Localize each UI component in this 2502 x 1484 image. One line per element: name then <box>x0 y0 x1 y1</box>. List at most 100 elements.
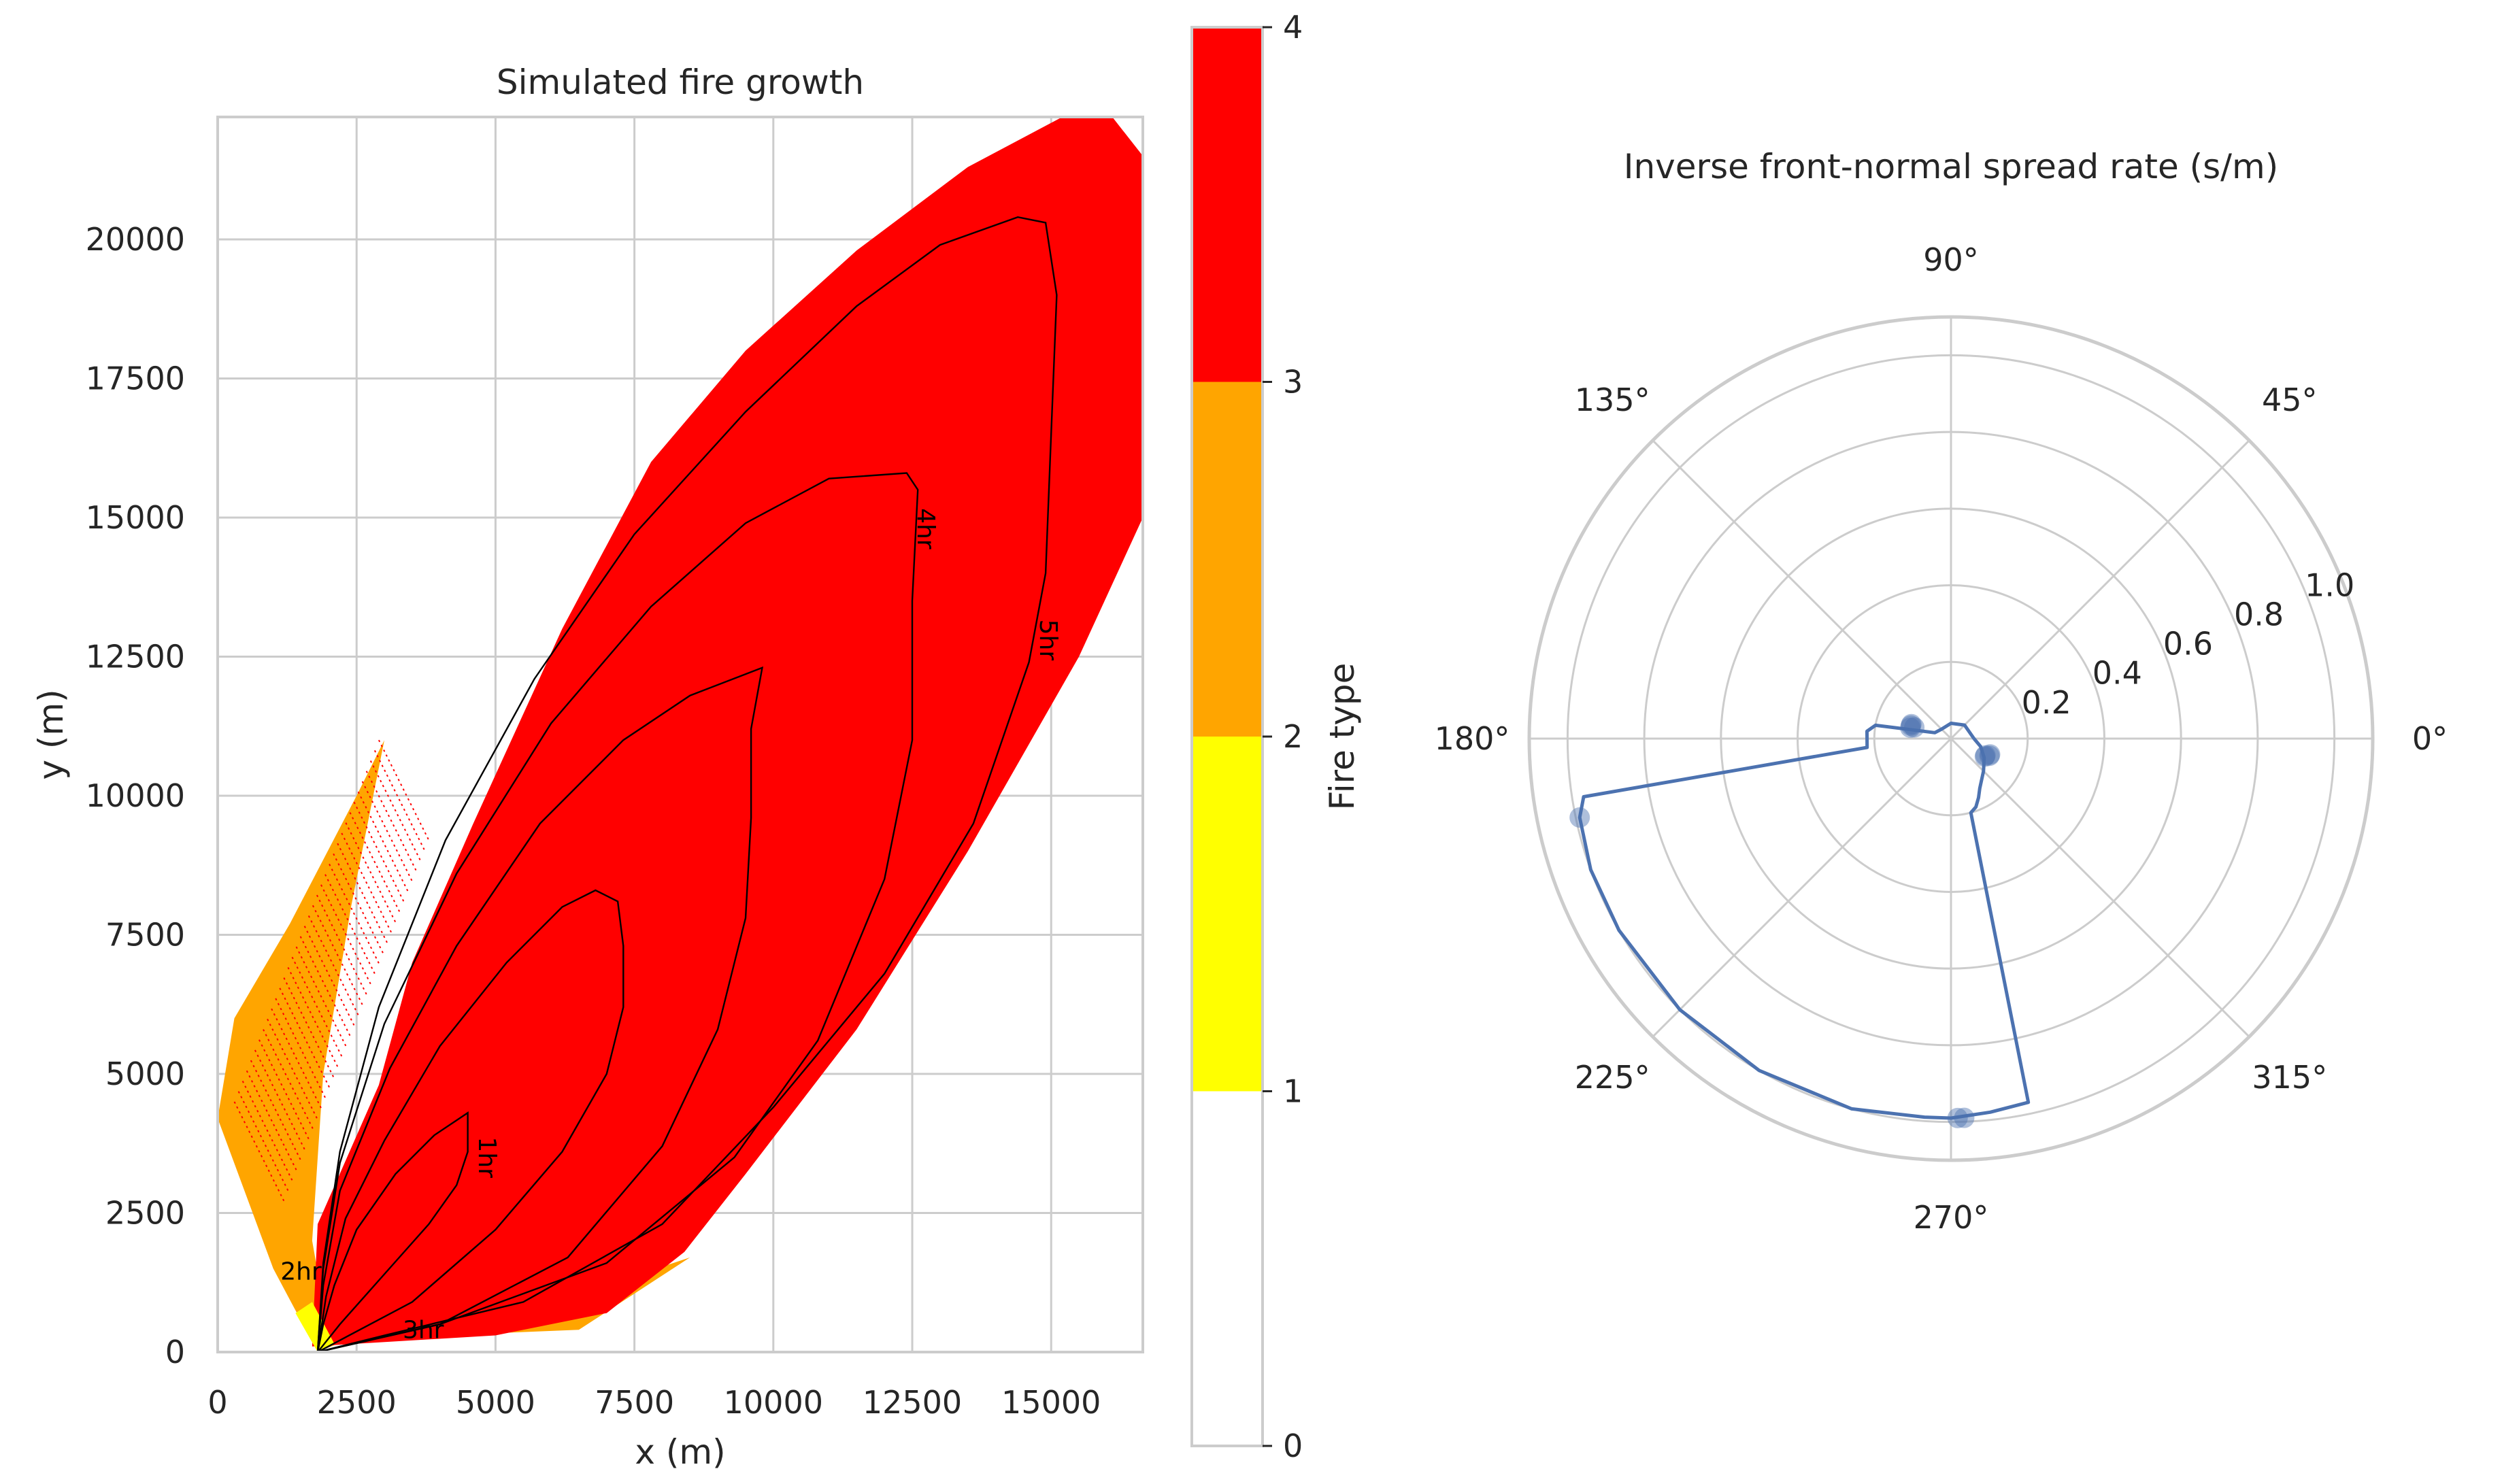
polar-r-tick-label: 0.6 <box>2163 626 2213 662</box>
spread-rate-point <box>1900 717 1921 738</box>
y-tick-label: 17500 <box>86 360 185 397</box>
polar-r-tick-label: 0.2 <box>2022 684 2071 721</box>
flank-speckle <box>357 791 409 892</box>
contour-label: 1hr <box>473 1136 501 1178</box>
flank-speckle <box>373 749 426 851</box>
flank-speckle <box>341 832 393 934</box>
colorbar-tick-label: 4 <box>1283 9 1303 46</box>
polar-theta-label: 90° <box>1923 241 1979 278</box>
contour-label: 2hr <box>280 1258 322 1286</box>
x-tick-label: 5000 <box>456 1384 535 1421</box>
polar-theta-label: 315° <box>2252 1059 2327 1096</box>
flank-speckle <box>349 812 401 913</box>
spread-rate-point <box>1975 745 1996 766</box>
y-tick-label: 5000 <box>105 1056 185 1092</box>
polar-theta-label: 45° <box>2262 382 2318 418</box>
colorbar-band <box>1192 737 1263 1092</box>
flank-speckle <box>345 822 397 924</box>
flank-speckle <box>233 1101 285 1202</box>
colorbar-bands <box>1192 27 1263 1446</box>
polar-grid <box>1527 315 2375 1162</box>
flank-speckle <box>312 905 364 1006</box>
spread-rate-point <box>1974 746 1995 767</box>
polar-theta-label: 270° <box>1914 1199 1989 1236</box>
fire-growth-ticks: 0 2500 5000 7500 10000 12500 15000 0 2500 5000 750… <box>86 221 1101 1421</box>
fire-growth-xlabel: x (m) <box>635 1432 725 1472</box>
spread-rate-polar-panel: Inverse front-normal spread rate (s/m) 0… <box>1435 147 2448 1236</box>
x-tick-label: 10000 <box>724 1384 823 1421</box>
flank-speckle <box>329 864 380 965</box>
polar-angular-gridline <box>1652 737 1952 1038</box>
fire-growth-frame <box>216 116 1144 1353</box>
polar-theta-label: 180° <box>1435 720 1510 757</box>
flank-speckle <box>267 1018 318 1120</box>
y-tick-label: 20000 <box>86 221 185 258</box>
colorbar-band <box>1192 27 1263 382</box>
flank-speckle <box>241 1081 294 1182</box>
polar-r-tick-label: 0.8 <box>2234 596 2284 633</box>
polar-data <box>1569 713 2031 1128</box>
contour-3hr <box>316 666 764 1352</box>
polar-theta-label: 225° <box>1575 1059 1650 1096</box>
polar-angular-gridline <box>1652 439 1952 740</box>
polar-r-tick-label: 1.0 <box>2305 567 2354 603</box>
polar-outer-frame <box>1527 315 2375 1162</box>
contour-2hr <box>316 889 624 1352</box>
spread-rate-point <box>1954 1107 1975 1128</box>
flank-speckle <box>337 843 388 944</box>
flank-speckle <box>333 853 384 954</box>
colorbar-band <box>1192 1091 1263 1446</box>
flank-speckle <box>287 966 339 1068</box>
flank-speckle <box>271 1008 322 1109</box>
x-tick-label: 2500 <box>317 1384 397 1421</box>
flank-speckle <box>254 1049 306 1151</box>
contour-5hr <box>316 216 1058 1352</box>
contour-label: 5hr <box>1034 620 1062 661</box>
flank-speckle <box>324 874 376 975</box>
colorbar-tick-label: 1 <box>1283 1073 1303 1110</box>
flank-speckle <box>237 1091 289 1192</box>
spread-rate-point <box>1979 745 2000 766</box>
polar-angular-gridline <box>1950 439 2250 740</box>
flank-speckle <box>275 998 327 1099</box>
spread-rate-point <box>1904 717 1925 738</box>
fire-type-regions <box>218 117 1143 1352</box>
flank-speckle <box>307 915 360 1017</box>
flank-speckle <box>299 936 351 1037</box>
flank-speckle <box>378 739 430 841</box>
flank-speckle <box>283 977 335 1079</box>
spread-rate-line <box>1578 722 2031 1120</box>
polar-title: Inverse front-normal spread rate (s/m) <box>1624 147 2278 186</box>
passive-crown-region <box>218 740 690 1352</box>
colorbar-label: Fire type <box>1322 663 1362 811</box>
x-tick-label: 12500 <box>863 1384 962 1421</box>
spread-rate-point <box>1947 1107 1968 1128</box>
flank-speckle <box>361 781 414 882</box>
colorbar-band <box>1192 382 1263 737</box>
flank-speckle <box>295 946 347 1047</box>
contour-label: 4hr <box>912 508 939 550</box>
x-tick-label: 7500 <box>595 1384 674 1421</box>
y-tick-label: 2500 <box>105 1194 185 1231</box>
flank-speckle <box>246 1070 298 1172</box>
colorbar-ticks: 0 1 2 3 4 <box>1263 9 1303 1464</box>
flank-speckle <box>250 1060 302 1161</box>
flank-speckle <box>369 760 422 862</box>
fire-growth-ylabel: y (m) <box>31 689 71 779</box>
spread-rate-point <box>1569 807 1590 828</box>
spread-rate-point <box>1901 713 1922 735</box>
flank-speckle <box>279 988 331 1089</box>
y-tick-label: 10000 <box>86 777 185 814</box>
spread-rate-point <box>1901 715 1922 736</box>
colorbar-tick-label: 3 <box>1283 364 1303 401</box>
y-tick-label: 0 <box>165 1334 185 1370</box>
x-tick-label: 0 <box>207 1384 227 1421</box>
polar-r-tick-label: 0.4 <box>2092 655 2142 692</box>
surface-fire-region <box>295 1302 335 1352</box>
colorbar-tick-label: 0 <box>1283 1428 1303 1464</box>
y-tick-label: 12500 <box>86 638 185 675</box>
flank-speckle <box>365 771 418 872</box>
